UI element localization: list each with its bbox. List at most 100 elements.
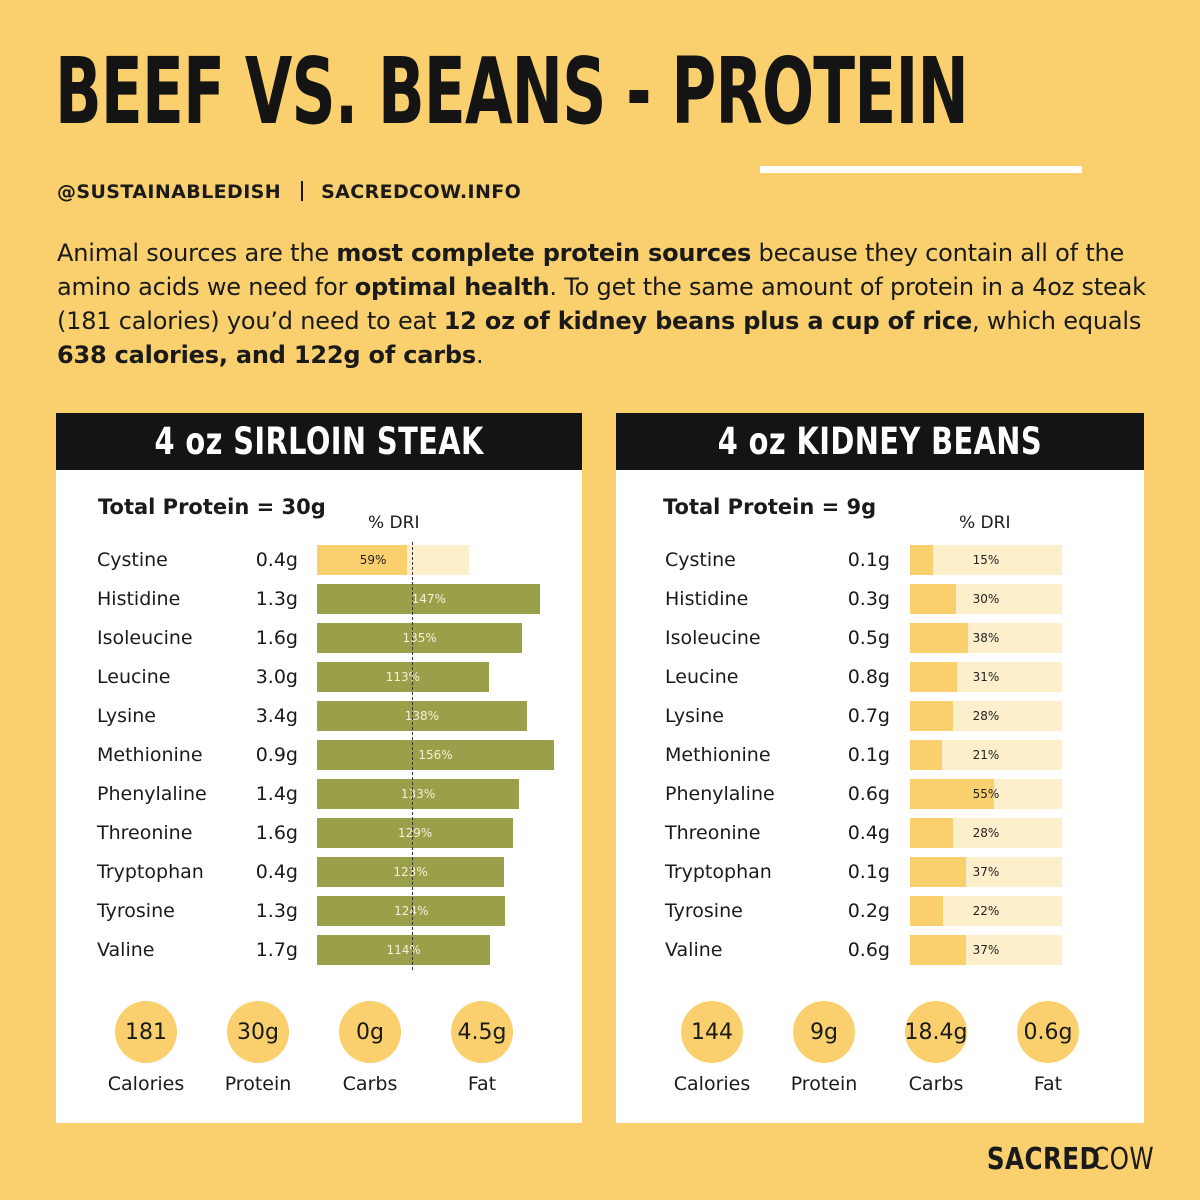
steak-stat-value: 30g [227,1001,289,1063]
steak-amino-name: Cystine [97,549,168,571]
steak-panel-header: 4 oz SIRLOIN STEAK [56,413,582,470]
steak-bar-track: 147% [317,584,541,614]
beans-amino-amount: 0.6g [847,939,890,961]
beans-bar-value-label: 28% [972,709,1000,723]
beans-row: Phenylaline 0.6g 55% [616,776,1144,815]
steak-stat-value: 0g [339,1001,401,1063]
steak-bar-track: 133% [317,779,520,809]
beans-amino-name: Lysine [665,705,724,727]
steak-bar-value-label: 147% [411,592,446,606]
steak-amino-amount: 0.9g [255,744,298,766]
beans-nutrition-stats: 144 Calories 9g Protein 18.4g Carbs 0.6g Fat [616,1001,1144,1101]
intro-bold: optimal health [354,273,550,301]
beans-panel-header: 4 oz KIDNEY BEANS [616,413,1144,470]
beans-bar-track: 28% [910,818,1062,848]
steak-bar [317,662,489,692]
brand-logo-bold: SACRED [986,1142,1101,1177]
steak-amino-amount: 3.4g [255,705,298,727]
beans-amino-amount: 0.5g [847,627,890,649]
steak-bar-track: 123% [317,857,504,887]
beans-row: Histidine 0.3g 30% [616,581,1144,620]
beans-row: Methionine 0.1g 21% [616,737,1144,776]
beans-stat-label: Carbs [908,1073,964,1095]
steak-panel-title: 4 oz SIRLOIN STEAK [154,420,484,463]
steak-amino-amount: 3.0g [255,666,298,688]
intro-paragraph: Animal sources are the most complete pro… [57,236,1147,372]
intro-text: . [475,341,484,369]
beans-stat: 9g Protein [769,1001,879,1095]
steak-bar [317,857,504,887]
beans-bar-value-label: 31% [972,670,1000,684]
steak-stat: 4.5g Fat [427,1001,537,1095]
steak-bar [317,935,491,965]
steak-amino-name: Phenylaline [97,783,207,805]
beans-amino-name: Methionine [665,744,771,766]
beans-dri-label: % DRI [959,513,1011,533]
steak-bar-track: 138% [317,701,527,731]
steak-amino-amount: 0.4g [255,549,298,571]
beans-amino-name: Leucine [665,666,739,688]
intro-text: Animal sources are the [57,239,337,267]
steak-stat: 181 Calories [91,1001,201,1095]
divider [301,181,304,201]
beans-row: Isoleucine 0.5g 38% [616,620,1144,659]
beans-amino-amount: 0.7g [847,705,890,727]
beans-amino-amount: 0.1g [847,549,890,571]
beans-panel-title: 4 oz KIDNEY BEANS [717,420,1043,463]
steak-stat-label: Fat [467,1073,497,1095]
intro-bold: 12 oz of kidney beans plus a cup of rice [443,307,973,335]
steak-bar-track: 124% [317,896,506,926]
beans-amino-amount: 0.2g [847,900,890,922]
beans-amino-name: Threonine [665,822,761,844]
beans-bar-value-label: 55% [972,787,1000,801]
steak-row: Cystine 0.4g 59% [56,542,582,581]
beans-stat: 18.4g Carbs [881,1001,991,1095]
steak-bar-value-label: 124% [394,904,429,918]
beans-amino-rows: Cystine 0.1g 15% Histidine 0.3g 30% Isoleucine… [616,542,1144,971]
website-link[interactable]: SACREDCOW.INFO [321,181,522,203]
beans-stat-value: 9g [793,1001,855,1063]
beans-bar [910,623,968,653]
beans-amino-name: Tryptophan [665,861,772,883]
beans-stat: 144 Calories [657,1001,767,1095]
beans-bar-track: 37% [910,935,1062,965]
intro-text: , which equals [972,307,1142,335]
steak-amino-amount: 1.4g [255,783,298,805]
beans-bar-track: 28% [910,701,1062,731]
beans-amino-name: Valine [665,939,723,961]
beans-bar [910,779,994,809]
beans-amino-amount: 0.6g [847,783,890,805]
steak-bar-track: 59% [317,545,469,575]
steak-bar [317,896,506,926]
steak-panel: 4 oz SIRLOIN STEAK Total Protein = 30g %… [56,413,582,1123]
beans-amino-name: Tyrosine [665,900,743,922]
steak-row: Valine 1.7g 114% [56,932,582,971]
steak-bar-track: 156% [317,740,555,770]
steak-bar-value-label: 59% [359,553,387,567]
beans-row: Cystine 0.1g 15% [616,542,1144,581]
steak-amino-amount: 1.6g [255,822,298,844]
steak-bar-value-label: 129% [397,826,433,840]
steak-stat: 30g Protein [203,1001,313,1095]
beans-amino-name: Histidine [665,588,749,610]
beans-bar [910,701,953,731]
beans-bar [910,584,956,614]
beans-total-protein: Total Protein = 9g [663,495,877,519]
beans-bar [910,935,967,965]
steak-dri-label: % DRI [368,513,420,533]
steak-stat-value: 4.5g [451,1001,513,1063]
beans-bar [910,818,953,848]
intro-bold: most complete protein sources [336,239,752,267]
steak-bar [317,818,514,848]
steak-stat-label: Calories [107,1073,185,1095]
beans-bar-track: 15% [910,545,1062,575]
steak-bar-value-label: 113% [385,670,421,684]
beans-stat-label: Calories [673,1073,751,1095]
steak-row: Lysine 3.4g 138% [56,698,582,737]
beans-amino-amount: 0.8g [847,666,890,688]
steak-amino-amount: 1.3g [255,900,298,922]
steak-row: Tyrosine 1.3g 124% [56,893,582,932]
beans-row: Threonine 0.4g 28% [616,815,1144,854]
beans-bar-track: 31% [910,662,1062,692]
steak-stat: 0g Carbs [315,1001,425,1095]
